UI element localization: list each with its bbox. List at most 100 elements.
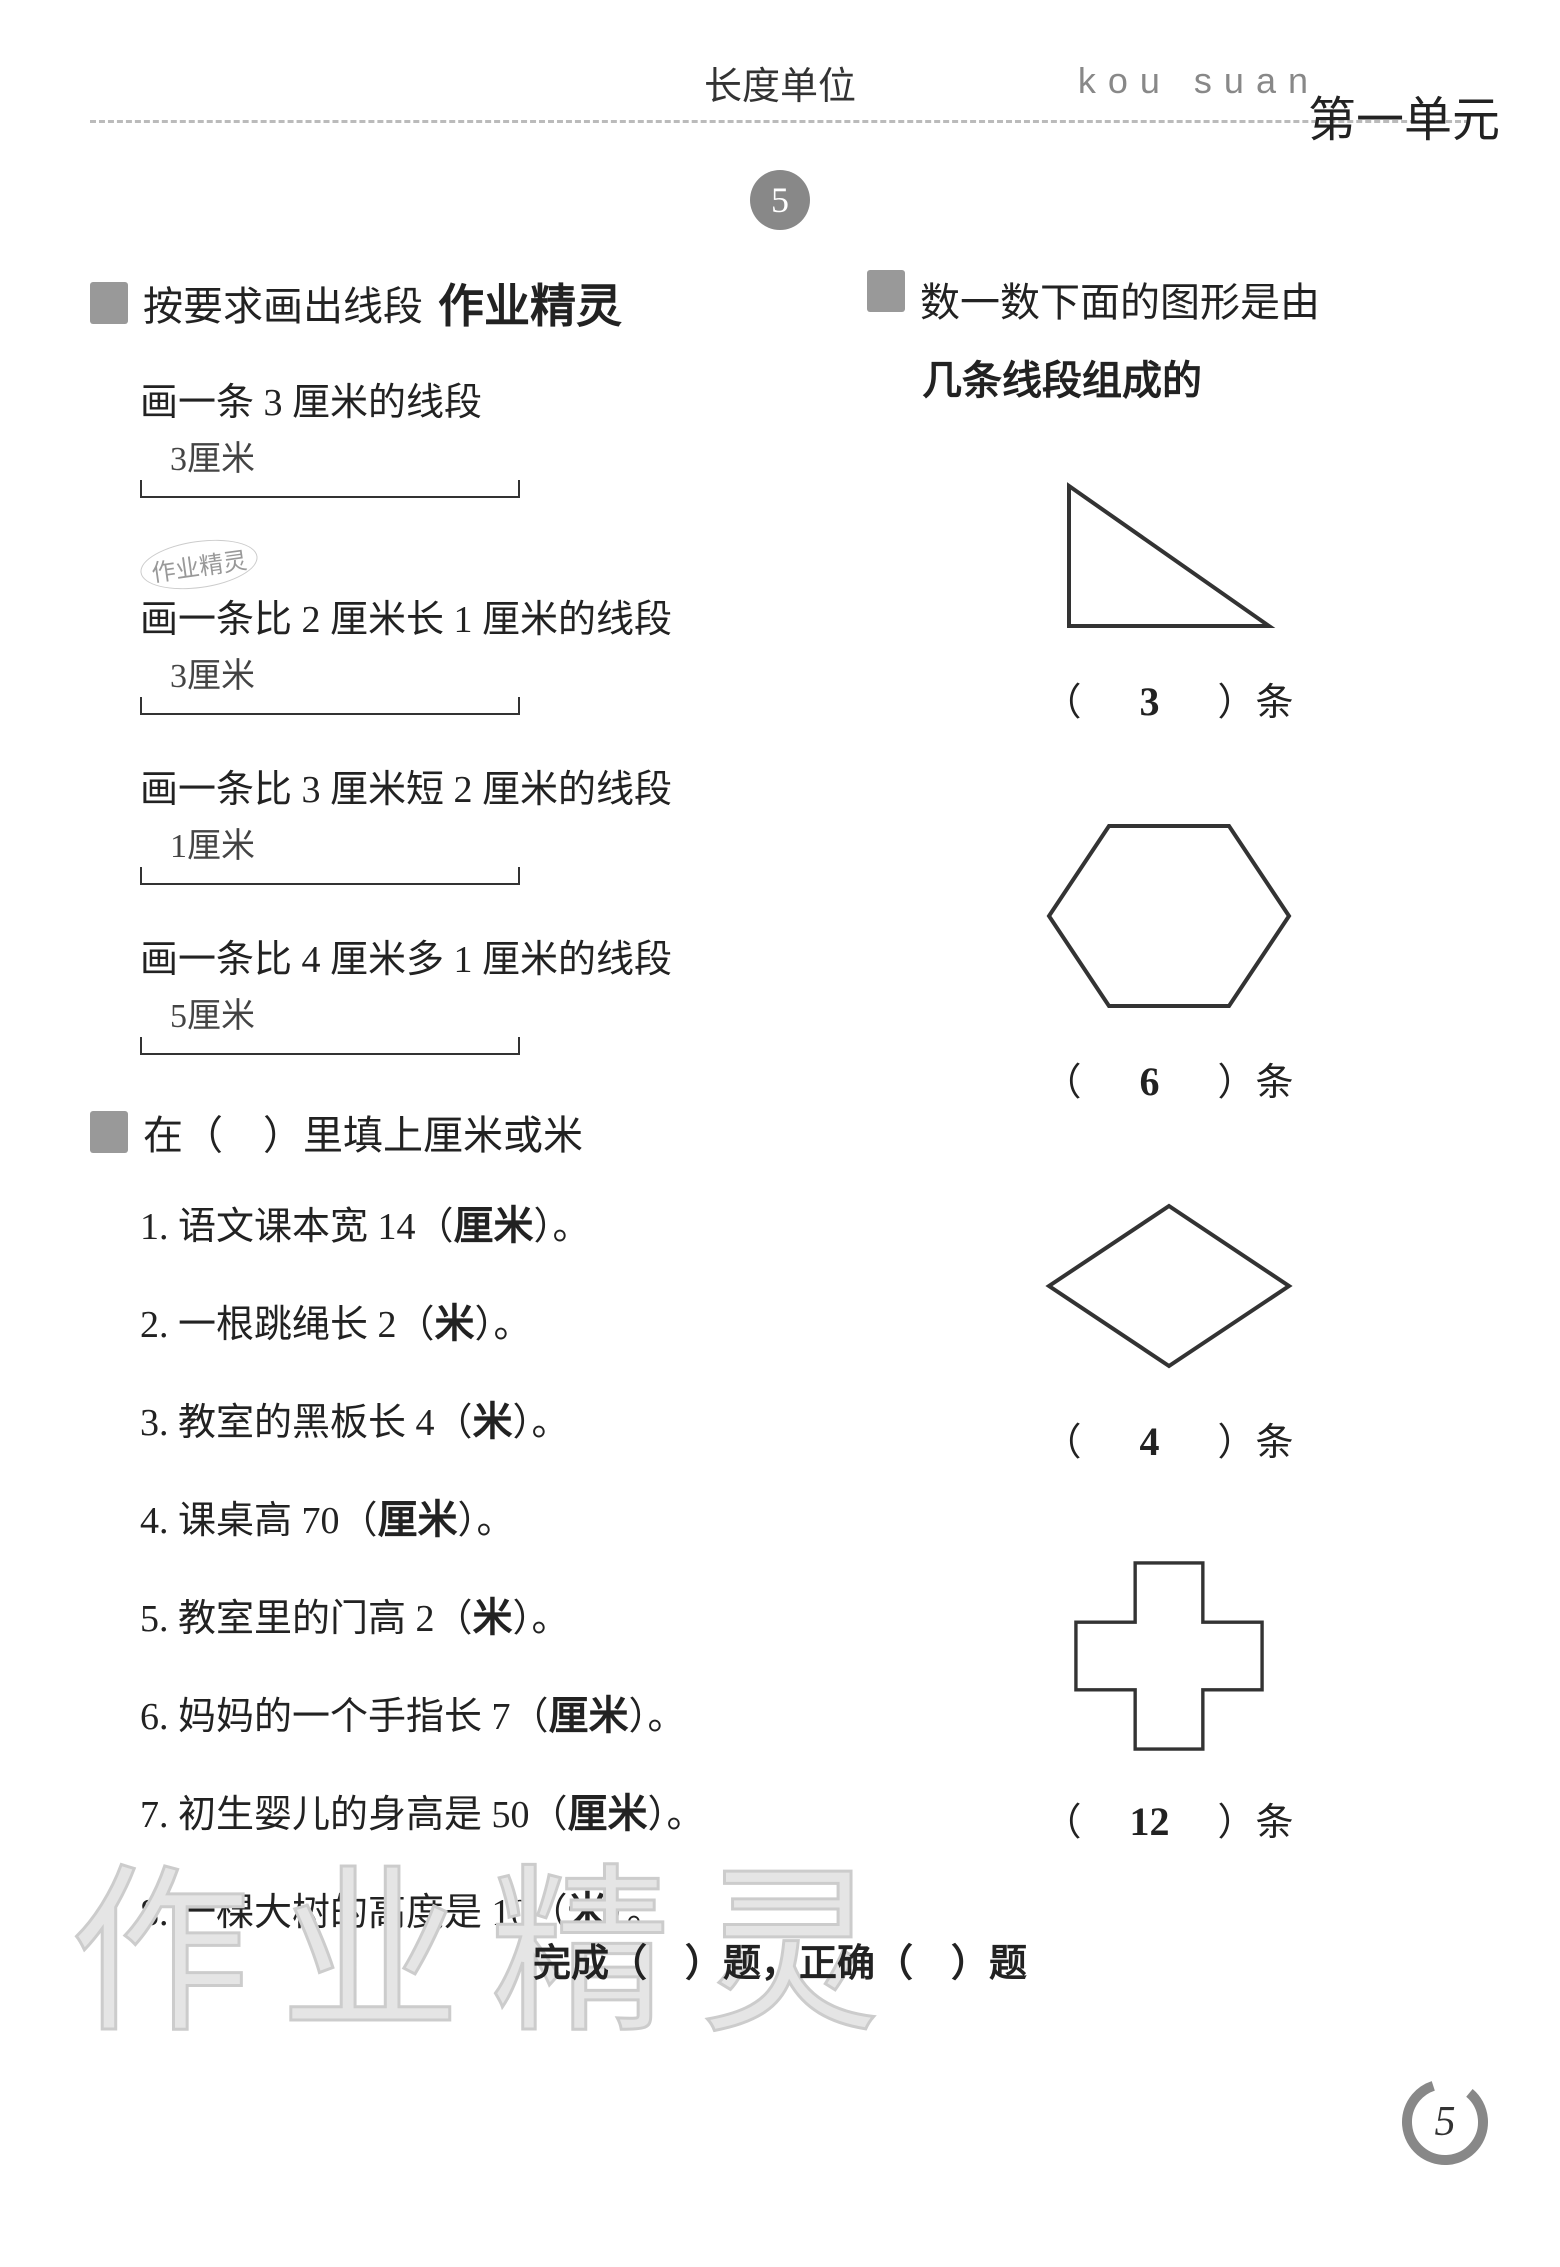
left-column: 按要求画出线段 作业精灵 画一条 3 厘米的线段 3厘米 作业精灵 画一条比 2… — [90, 270, 827, 1980]
item-answer: 厘米 — [568, 1791, 648, 1836]
page-number: 5 — [1435, 2098, 1456, 2146]
shape-block: （ 3 ）条 — [867, 466, 1470, 726]
footer-post: ）题 — [951, 1943, 1027, 1985]
line-bracket — [140, 1037, 520, 1055]
book-icon — [867, 270, 905, 312]
fill-item: 5. 教室里的门高 2（米）。 — [140, 1588, 827, 1648]
shape-triangle-icon — [1029, 466, 1309, 646]
item-pre: 一根跳绳长 2（ — [178, 1304, 435, 1346]
section1-header: 按要求画出线段 作业精灵 — [90, 270, 827, 336]
item-answer: 米 — [473, 1399, 513, 1444]
brush-watermark-inline: 作业精灵 — [438, 270, 622, 336]
line-task: 作业精灵 画一条比 2 厘米长 1 厘米的线段 3厘米 — [90, 541, 827, 703]
shape-answer: （ 6 ）条 — [867, 1051, 1470, 1106]
shape-block: （ 6 ）条 — [867, 806, 1470, 1106]
section3-header: 数一数下面的图形是由 — [867, 270, 1470, 328]
line-segment: 3厘米 — [140, 648, 520, 703]
item-answer: 厘米 — [549, 1693, 629, 1738]
section2-title: 在（ ）里填上厘米或米 — [143, 1103, 583, 1161]
item-post: ）。 — [629, 1696, 686, 1738]
shape-answer-value: 4 — [1120, 1418, 1180, 1465]
item-num: 5. — [140, 1598, 169, 1640]
item-pre: 一棵大树的高度是 10（ — [178, 1892, 568, 1934]
item-num: 3. — [140, 1402, 169, 1444]
fill-item: 4. 课桌高 70（厘米）。 — [140, 1490, 827, 1550]
content-area: 按要求画出线段 作业精灵 画一条 3 厘米的线段 3厘米 作业精灵 画一条比 2… — [90, 270, 1470, 1980]
item-num: 7. — [140, 1794, 169, 1836]
line-bracket — [140, 480, 520, 498]
fill-item: 7. 初生婴儿的身高是 50（厘米）。 — [140, 1784, 827, 1844]
right-column: 数一数下面的图形是由 几条线段组成的 （ 3 ）条 （ 6 ）条 （ 4 ）条 … — [867, 270, 1470, 1980]
fill-item: 6. 妈妈的一个手指长 7（厘米）。 — [140, 1686, 827, 1746]
item-pre: 教室的黑板长 4（ — [178, 1402, 473, 1444]
shape-cross-icon — [1059, 1546, 1279, 1766]
fill-list: 1. 语文课本宽 14（厘米）。2. 一根跳绳长 2（米）。3. 教室的黑板长 … — [90, 1196, 827, 1942]
header-divider — [90, 120, 1470, 123]
shape-block: （ 12 ）条 — [867, 1546, 1470, 1846]
line-segment: 3厘米 — [140, 431, 520, 486]
line-tasks: 画一条 3 厘米的线段 3厘米 作业精灵 画一条比 2 厘米长 1 厘米的线段 … — [90, 371, 827, 1043]
item-post: ）。 — [475, 1304, 532, 1346]
footer-mid: ）题，正确（ — [685, 1943, 951, 1985]
page-header: 长度单位 kou suan — [90, 50, 1470, 140]
item-pre: 教室里的门高 2（ — [178, 1598, 473, 1640]
shape-answer-value: 12 — [1120, 1798, 1180, 1845]
item-post: ）。 — [513, 1402, 570, 1444]
shape-answer-value: 6 — [1120, 1058, 1180, 1105]
item-pre: 课桌高 70（ — [178, 1500, 378, 1542]
task-text: 画一条比 3 厘米短 2 厘米的线段 — [140, 758, 827, 813]
line-segment: 5厘米 — [140, 988, 520, 1043]
item-num: 4. — [140, 1500, 169, 1542]
task-text: 画一条比 4 厘米多 1 厘米的线段 — [140, 928, 827, 983]
item-pre: 妈妈的一个手指长 7（ — [178, 1696, 549, 1738]
book-icon — [90, 1111, 128, 1153]
task-text: 画一条比 2 厘米长 1 厘米的线段 — [140, 588, 827, 643]
task-text: 画一条 3 厘米的线段 — [140, 371, 827, 426]
line-task: 画一条比 3 厘米短 2 厘米的线段 1厘米 — [90, 758, 827, 873]
section1-title: 按要求画出线段 — [143, 274, 423, 332]
fill-item: 3. 教室的黑板长 4（米）。 — [140, 1392, 827, 1452]
section3-title: 数一数下面的图形是由 — [920, 270, 1320, 328]
item-answer: 厘米 — [378, 1497, 458, 1542]
item-num: 2. — [140, 1304, 169, 1346]
item-num: 1. — [140, 1206, 169, 1248]
section2: 在（ ）里填上厘米或米 1. 语文课本宽 14（厘米）。2. 一根跳绳长 2（米… — [90, 1103, 827, 1942]
item-pre: 初生婴儿的身高是 50（ — [178, 1794, 568, 1836]
shape-diamond-icon — [1029, 1186, 1309, 1386]
line-bracket — [140, 867, 520, 885]
line-answer: 3厘米 — [140, 648, 520, 697]
shape-answer: （ 4 ）条 — [867, 1411, 1470, 1466]
shape-answer-value: 3 — [1120, 678, 1180, 725]
shape-answer: （ 12 ）条 — [867, 1791, 1470, 1846]
item-pre: 语文课本宽 14（ — [178, 1206, 454, 1248]
line-answer: 3厘米 — [140, 431, 520, 480]
footer: 完成（ ）题，正确（ ）题 — [0, 1932, 1560, 1987]
footer-pre: 完成（ — [533, 1943, 685, 1985]
line-task: 画一条 3 厘米的线段 3厘米 — [90, 371, 827, 486]
item-num: 6. — [140, 1696, 169, 1738]
line-segment: 1厘米 — [140, 818, 520, 873]
item-post: ）。 — [534, 1206, 591, 1248]
fill-item: 1. 语文课本宽 14（厘米）。 — [140, 1196, 827, 1256]
item-answer: 米 — [473, 1595, 513, 1640]
item-post: ）。 — [608, 1892, 665, 1934]
item-answer: 厘米 — [454, 1203, 534, 1248]
page-number-badge: 5 — [1400, 2077, 1490, 2167]
shape-answer: （ 3 ）条 — [867, 671, 1470, 726]
line-task: 画一条比 4 厘米多 1 厘米的线段 5厘米 — [90, 928, 827, 1043]
item-num: 8. — [140, 1892, 169, 1934]
section3-sub: 几条线段组成的 — [867, 348, 1470, 406]
page-marker-circle: 5 — [750, 170, 810, 230]
shape-hexagon-icon — [1029, 806, 1309, 1026]
item-post: ）。 — [648, 1794, 705, 1836]
shapes-list: （ 3 ）条 （ 6 ）条 （ 4 ）条 （ 12 ）条 — [867, 466, 1470, 1846]
item-post: ）。 — [458, 1500, 515, 1542]
item-post: ）。 — [513, 1598, 570, 1640]
stamp-icon: 作业精灵 — [137, 533, 260, 596]
item-answer: 米 — [435, 1301, 475, 1346]
line-answer: 1厘米 — [140, 818, 520, 867]
fill-item: 2. 一根跳绳长 2（米）。 — [140, 1294, 827, 1354]
header-pinyin: kou suan — [1078, 60, 1320, 102]
line-answer: 5厘米 — [140, 988, 520, 1037]
section2-header: 在（ ）里填上厘米或米 — [90, 1103, 827, 1161]
